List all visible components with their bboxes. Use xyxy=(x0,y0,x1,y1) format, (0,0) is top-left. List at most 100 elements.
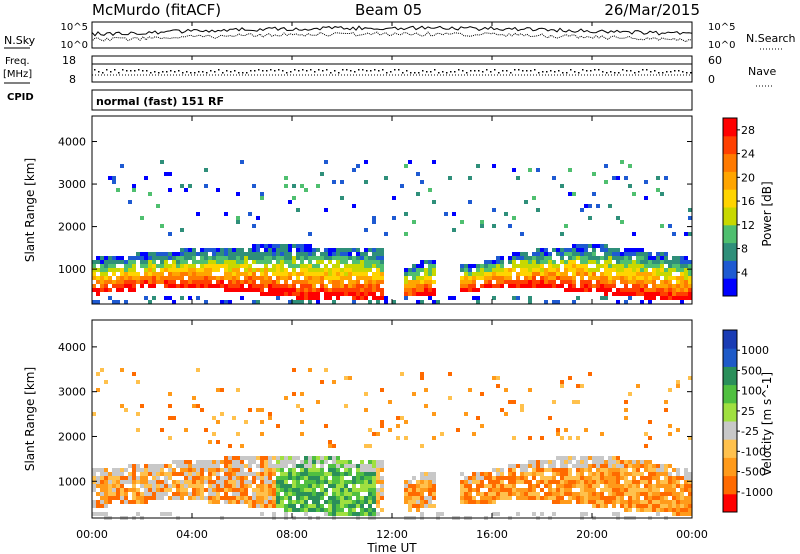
data-cell xyxy=(156,276,160,280)
data-cell xyxy=(124,264,128,268)
data-cell xyxy=(496,480,500,484)
data-cell xyxy=(540,252,544,256)
data-cell xyxy=(372,260,376,264)
data-cell xyxy=(112,268,116,272)
data-cell xyxy=(280,488,284,492)
data-cell xyxy=(268,456,272,460)
data-cell xyxy=(344,488,348,492)
data-cell xyxy=(396,424,400,428)
data-cell xyxy=(348,284,352,288)
data-cell xyxy=(648,472,652,476)
data-cell xyxy=(464,500,468,504)
data-cell xyxy=(264,472,268,476)
nave-point xyxy=(342,69,344,71)
data-cell xyxy=(488,496,492,500)
data-cell xyxy=(92,260,96,264)
data-cell xyxy=(280,484,284,488)
data-cell xyxy=(92,288,96,292)
data-cell xyxy=(328,472,332,476)
data-cell xyxy=(100,480,104,484)
nave-point xyxy=(150,72,152,74)
data-cell xyxy=(664,476,668,480)
data-cell xyxy=(632,232,636,236)
data-cell xyxy=(104,480,108,484)
data-cell xyxy=(432,496,436,500)
data-cell xyxy=(588,496,592,500)
velocity-colorbar-tick-label: 500 xyxy=(741,364,762,377)
data-cell xyxy=(236,192,240,196)
data-cell xyxy=(372,480,376,484)
data-cell xyxy=(680,264,684,268)
data-cell xyxy=(228,500,232,504)
data-cell xyxy=(584,484,588,488)
data-cell xyxy=(644,284,648,288)
data-cell xyxy=(636,260,640,264)
data-cell xyxy=(180,252,184,256)
data-cell xyxy=(576,460,580,464)
data-cell xyxy=(664,488,668,492)
data-cell xyxy=(212,416,216,420)
data-cell xyxy=(172,480,176,484)
data-cell xyxy=(180,488,184,492)
data-cell xyxy=(300,492,304,496)
data-cell xyxy=(108,484,112,488)
nave-point xyxy=(286,72,288,74)
data-cell xyxy=(232,288,236,292)
nave-point xyxy=(498,72,500,74)
data-cell xyxy=(552,460,556,464)
data-cell xyxy=(208,468,212,472)
data-cell xyxy=(300,256,304,260)
data-cell xyxy=(668,296,672,300)
data-cell xyxy=(204,428,208,432)
velocity-y-axis-label: Slant Range [km] xyxy=(23,367,37,471)
data-cell xyxy=(200,496,204,500)
data-cell xyxy=(424,404,428,408)
nave-point xyxy=(546,71,548,73)
data-cell xyxy=(516,284,520,288)
data-cell xyxy=(672,468,676,472)
data-cell xyxy=(304,484,308,488)
data-cell xyxy=(188,184,192,188)
data-cell xyxy=(280,504,284,508)
data-cell xyxy=(588,272,592,276)
data-cell xyxy=(404,292,408,296)
data-cell xyxy=(208,488,212,492)
data-cell xyxy=(200,472,204,476)
data-cell xyxy=(256,408,260,412)
data-cell xyxy=(144,468,148,472)
data-cell xyxy=(676,264,680,268)
data-cell xyxy=(104,288,108,292)
data-cell xyxy=(512,488,516,492)
data-cell xyxy=(372,280,376,284)
data-cell xyxy=(632,284,636,288)
data-cell xyxy=(604,288,608,292)
data-cell xyxy=(460,276,464,280)
data-cell xyxy=(560,464,564,468)
data-cell xyxy=(132,484,136,488)
nave-point xyxy=(118,72,120,74)
data-cell xyxy=(320,484,324,488)
data-cell xyxy=(180,284,184,288)
data-cell xyxy=(428,296,432,300)
data-cell xyxy=(688,232,692,236)
data-cell xyxy=(644,196,648,200)
data-cell xyxy=(136,500,140,504)
data-cell xyxy=(688,488,692,492)
data-cell xyxy=(276,268,280,272)
data-cell xyxy=(628,296,632,300)
data-cell xyxy=(256,216,260,220)
data-cell xyxy=(272,480,276,484)
data-cell xyxy=(592,272,596,276)
data-cell xyxy=(284,484,288,488)
data-cell xyxy=(512,256,516,260)
data-cell xyxy=(268,468,272,472)
data-cell xyxy=(180,272,184,276)
data-cell xyxy=(324,264,328,268)
data-cell xyxy=(280,292,284,296)
data-cell xyxy=(276,456,280,460)
data-cell xyxy=(524,256,528,260)
data-cell xyxy=(220,460,224,464)
data-cell xyxy=(600,496,604,500)
data-cell xyxy=(420,288,424,292)
data-cell xyxy=(380,256,384,260)
